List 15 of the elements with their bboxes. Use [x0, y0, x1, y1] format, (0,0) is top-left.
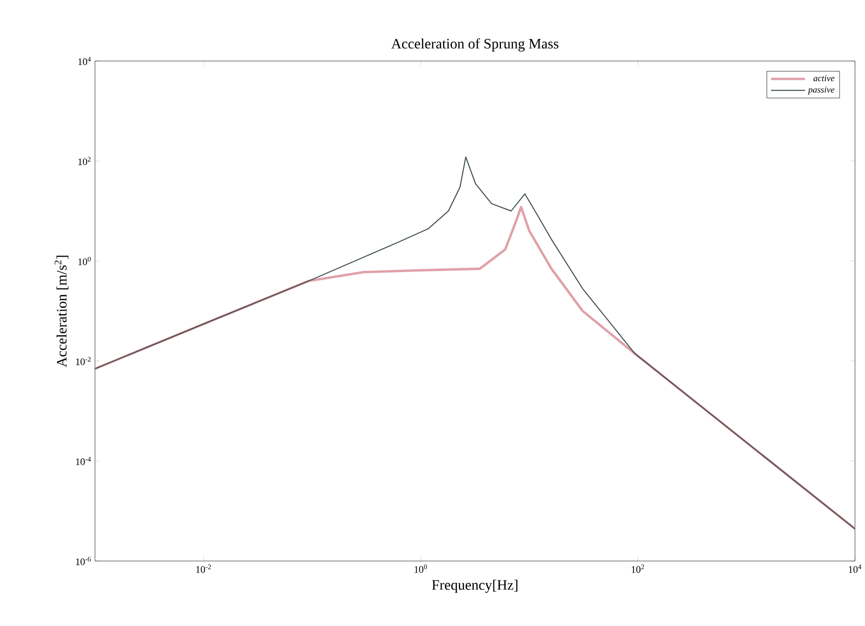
y-tick-label: 10$^{-2}$ — [76, 356, 91, 366]
chart-title: Acceleration of Sprung Mass — [391, 38, 558, 52]
x-tick-label: 10$^{4}$ — [848, 564, 862, 573]
legend-label: passive — [808, 86, 834, 94]
y-tick-label: 10$^{4}$ — [78, 56, 91, 66]
x-tick-label: 10$^{-2}$ — [196, 564, 211, 573]
legend-label: active — [813, 75, 834, 82]
y-tick-label: 10$^{-4}$ — [76, 456, 91, 466]
y-tick-label: 10$^{0}$ — [78, 256, 91, 266]
x-tick-label: 10$^{2}$ — [632, 564, 644, 573]
y-axis-title: Acceleration [m/s$^{2}$] — [54, 256, 68, 368]
x-tick-label: 10$^{0}$ — [414, 564, 427, 573]
y-tick-label: 10$^{2}$ — [78, 156, 91, 166]
x-axis-title: Frequency[Hz] — [432, 580, 518, 593]
y-tick-label: 10$^{-6}$ — [76, 556, 91, 566]
